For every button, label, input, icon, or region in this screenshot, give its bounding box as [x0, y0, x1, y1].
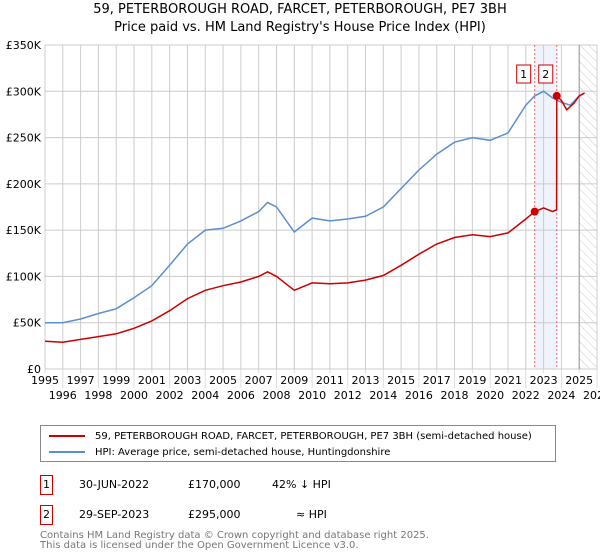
- price-chart: 1995 1996 1997 1998 1999 2000 2001 2002 2003 2004…: [6, 39, 600, 402]
- x-tick-label: 2011: [316, 374, 344, 387]
- x-tick-label: 1998: [84, 389, 112, 402]
- transaction-date: 30-JUN-2022: [79, 478, 150, 491]
- y-tick-label: £100K: [6, 270, 42, 283]
- x-tick-label: 2008: [262, 389, 290, 402]
- y-tick-label: £200K: [6, 178, 42, 191]
- x-tick-label: 2026: [583, 389, 600, 402]
- y-tick-label: £300K: [6, 85, 42, 98]
- x-tick-label: 1996: [49, 389, 77, 402]
- sale-point: [552, 91, 561, 100]
- x-tick-label: 1997: [67, 374, 95, 387]
- x-tick-label: 2005: [209, 374, 237, 387]
- forecast-hatch: [579, 45, 597, 369]
- legend-label: HPI: Average price, semi-detached house,…: [95, 446, 391, 458]
- x-tick-label: 2017: [423, 374, 451, 387]
- chart-title: 59, PETERBOROUGH ROAD, FARCET, PETERBORO…: [93, 2, 507, 17]
- legend-label: 59, PETERBOROUGH ROAD, FARCET, PETERBORO…: [95, 430, 532, 442]
- x-tick-label: 2021: [494, 374, 522, 387]
- sale-label-box: [538, 64, 554, 84]
- y-tick-label: £250K: [6, 132, 42, 145]
- transaction-row: 1 30-JUN-2022 £170,000 42% ↓ HPI: [40, 475, 440, 495]
- sale-label: 1: [520, 68, 527, 81]
- sale-point: [530, 207, 539, 216]
- x-tick-label: 2009: [280, 374, 308, 387]
- legend-swatch-blue: [49, 451, 85, 453]
- footer-copyright: Contains HM Land Registry data © Crown c…: [40, 530, 429, 541]
- footer: Contains HM Land Registry data © Crown c…: [40, 531, 429, 551]
- x-tick-label: 2000: [120, 389, 148, 402]
- transaction-date: 29-SEP-2023: [79, 508, 150, 521]
- x-tick-label: 2004: [191, 389, 219, 402]
- x-tick-label: 2001: [138, 374, 166, 387]
- transaction-price: £295,000: [188, 508, 241, 521]
- x-tick-label: 2015: [387, 374, 415, 387]
- transaction-marker: 2: [40, 505, 53, 525]
- x-tick-label: 2007: [245, 374, 273, 387]
- legend-swatch-red: [49, 435, 85, 437]
- transaction-marker: 1: [40, 475, 53, 495]
- y-tick-label: £150K: [6, 224, 42, 237]
- x-tick-label: 2014: [369, 389, 397, 402]
- x-tick-label: 2002: [156, 389, 184, 402]
- x-tick-label: 2018: [441, 389, 469, 402]
- sale-label-box: [516, 64, 532, 84]
- x-tick-label: 2023: [530, 374, 558, 387]
- sale-period-shading: [534, 45, 557, 369]
- x-tick-label: 2020: [476, 389, 504, 402]
- y-tick-label: £350K: [6, 39, 42, 52]
- x-tick-label: 2016: [405, 389, 433, 402]
- x-tick-label: 1995: [31, 374, 59, 387]
- x-tick-label: 2012: [334, 389, 362, 402]
- legend-item-hpi: HPI: Average price, semi-detached house,…: [49, 445, 390, 459]
- legend-item-property: 59, PETERBOROUGH ROAD, FARCET, PETERBORO…: [49, 429, 532, 443]
- hpi-line: [45, 90, 585, 324]
- footer-license: This data is licensed under the Open Gov…: [40, 540, 359, 551]
- x-tick-label: 1999: [102, 374, 130, 387]
- x-tick-label: 2006: [227, 389, 255, 402]
- x-tick-label: 2010: [298, 389, 326, 402]
- x-tick-label: 2024: [547, 389, 575, 402]
- y-tick-label: £0: [27, 363, 41, 376]
- transaction-price: £170,000: [188, 478, 241, 491]
- legend: 59, PETERBOROUGH ROAD, FARCET, PETERBORO…: [40, 425, 556, 462]
- x-tick-label: 2019: [458, 374, 486, 387]
- y-tick-label: £50K: [13, 317, 42, 330]
- transaction-hpi-relation: 42% ↓ HPI: [272, 478, 331, 491]
- property-price-line: [44, 92, 585, 343]
- chart-subtitle: Price paid vs. HM Land Registry's House …: [114, 20, 486, 35]
- x-tick-label: 2013: [352, 374, 380, 387]
- x-tick-label: 2022: [512, 389, 540, 402]
- transaction-hpi-relation: ≈ HPI: [296, 508, 327, 521]
- x-tick-label: 2025: [565, 374, 593, 387]
- sale-label: 2: [542, 68, 549, 81]
- transaction-row: 2 29-SEP-2023 £295,000 ≈ HPI: [40, 505, 440, 525]
- x-tick-label: 2003: [173, 374, 201, 387]
